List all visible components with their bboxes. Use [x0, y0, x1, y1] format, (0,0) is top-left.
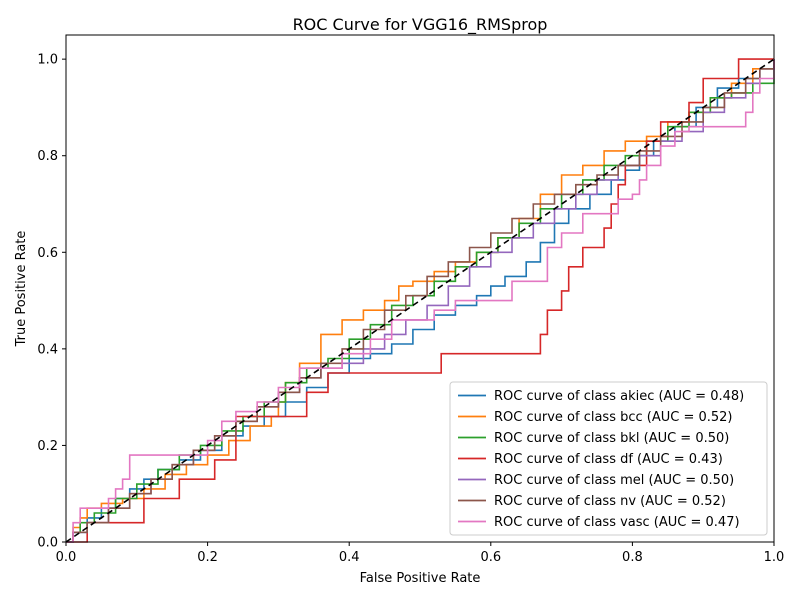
chart-title: ROC Curve for VGG16_RMSprop	[293, 15, 548, 35]
y-axis: 0.0 0.2 0.4 0.6 0.8 1.0	[37, 53, 66, 551]
series-line-5	[66, 59, 775, 543]
x-axis: 0.0 0.2 0.4 0.6 0.8 1.0	[56, 542, 785, 565]
y-axis-label: True Positive Rate	[14, 231, 29, 348]
x-tick-label-3: 0.6	[480, 550, 501, 565]
legend-label-2: ROC curve of class bkl (AUC = 0.50)	[494, 431, 729, 446]
legend-label-3: ROC curve of class df (AUC = 0.43)	[494, 452, 723, 467]
x-tick-label-2: 0.4	[339, 550, 360, 565]
x-axis-label: False Positive Rate	[360, 571, 481, 586]
legend-box	[449, 381, 768, 536]
legend: ROC curve of class akiec (AUC = 0.48) ROC…	[449, 381, 768, 536]
y-tick-label-1: 0.2	[37, 439, 58, 454]
x-tick-label-0: 0.0	[56, 550, 77, 565]
series-line-3	[66, 58, 774, 543]
legend-label-1: ROC curve of class bcc (AUC = 0.52)	[494, 410, 733, 425]
plot-area	[65, 34, 775, 543]
legend-label-6: ROC curve of class vasc (AUC = 0.47)	[494, 515, 740, 530]
x-tick-label-4: 0.8	[622, 550, 643, 565]
y-tick-label-4: 0.8	[37, 149, 58, 164]
y-tick-label-5: 1.0	[37, 53, 58, 68]
y-tick-label-2: 0.4	[37, 342, 58, 357]
legend-label-5: ROC curve of class nv (AUC = 0.52)	[494, 494, 726, 509]
y-tick-label-0: 0.0	[37, 536, 58, 551]
chance-diagonal-line	[65, 58, 775, 543]
plot-border	[65, 34, 775, 543]
x-tick-label-1: 0.2	[197, 550, 218, 565]
legend-label-0: ROC curve of class akiec (AUC = 0.48)	[494, 389, 744, 404]
y-tick-label-3: 0.6	[37, 246, 58, 261]
legend-label-4: ROC curve of class mel (AUC = 0.50)	[494, 473, 734, 488]
x-tick-label-5: 1.0	[764, 550, 785, 565]
series-line-1	[66, 59, 775, 543]
series-line-6	[66, 59, 775, 543]
legend-items: ROC curve of class akiec (AUC = 0.48) ROC…	[458, 389, 744, 530]
